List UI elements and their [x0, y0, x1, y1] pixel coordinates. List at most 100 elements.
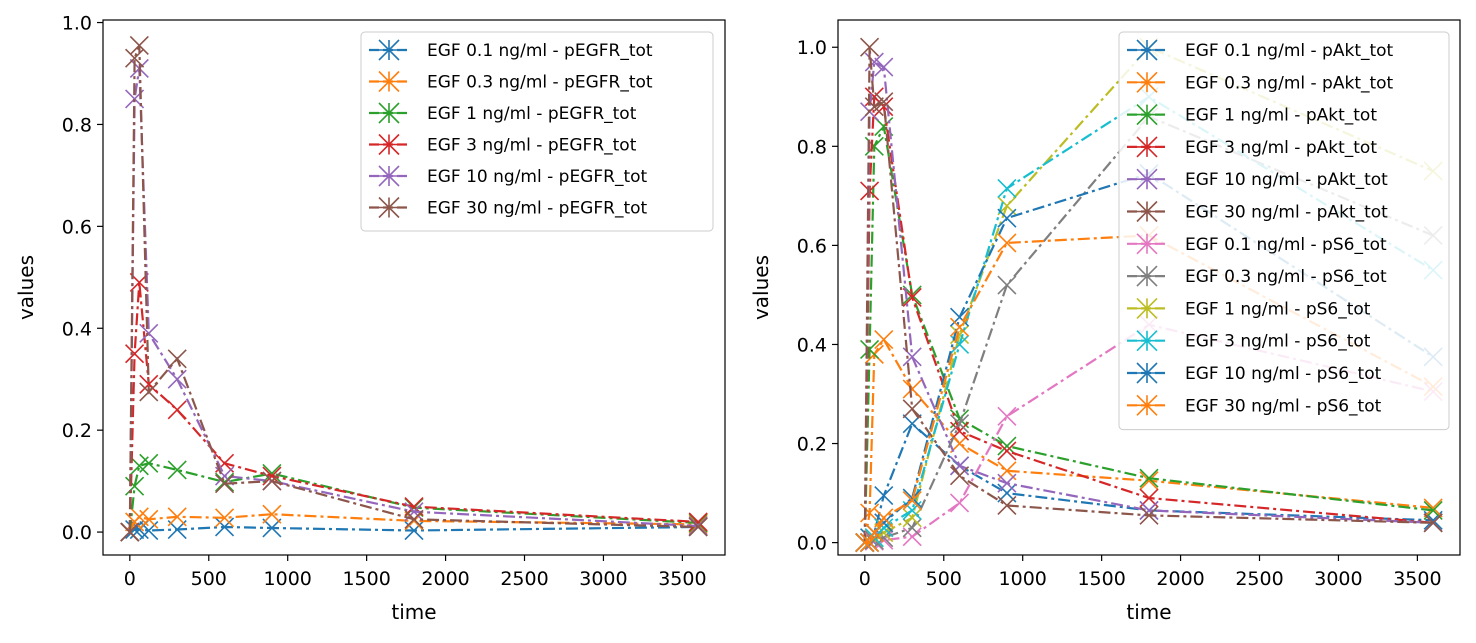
x-axis-label: time	[1126, 600, 1171, 624]
data-point	[874, 329, 894, 350]
data-point	[125, 344, 145, 364]
legend-swatch-marker	[378, 102, 400, 124]
data-point	[997, 406, 1017, 426]
data-point	[120, 522, 140, 542]
x-tick-label: 1000	[999, 568, 1047, 590]
data-point	[997, 473, 1017, 493]
y-tick-label: 0.2	[797, 434, 827, 456]
legend-entry: EGF 0.1 ng/ml - pEGFR_tot	[427, 41, 653, 61]
x-tick-label: 0	[124, 568, 136, 590]
y-tick-label: 0.6	[62, 216, 92, 238]
legend-swatch-marker	[1136, 297, 1158, 319]
x-tick-label: 500	[926, 568, 962, 590]
data-point	[214, 472, 235, 492]
legend-swatch-marker	[378, 70, 400, 93]
legend-box	[360, 31, 714, 232]
data-point	[262, 504, 282, 524]
data-point	[262, 518, 282, 538]
x-tick-label: 1500	[342, 568, 390, 590]
legend-entry: EGF 1 ng/ml - pS6_tot	[1185, 299, 1371, 319]
x-tick-label: 1500	[1077, 568, 1125, 590]
legend-entry: EGF 10 ng/ml - pEGFR_tot	[427, 167, 648, 187]
data-point	[139, 382, 159, 402]
data-point	[167, 369, 187, 389]
data-point	[167, 460, 187, 480]
y-tick-label: 0.0	[797, 533, 827, 555]
x-tick-label: 3500	[1393, 568, 1441, 590]
data-point	[139, 374, 159, 394]
x-tick-label: 2000	[421, 568, 469, 590]
legend-swatch-marker	[378, 165, 400, 187]
y-tick-label: 0.4	[797, 334, 827, 356]
data-point	[949, 493, 970, 513]
plot-area	[120, 35, 708, 542]
data-point	[874, 485, 894, 506]
data-point	[1139, 468, 1159, 488]
data-point	[874, 92, 894, 112]
legend-entry: EGF 0.3 ng/ml - pS6_tot	[1185, 267, 1387, 287]
legend-entry: EGF 30 ng/ml - pEGFR_tot	[427, 199, 648, 219]
x-tick-label: 0	[859, 568, 871, 590]
data-point	[902, 490, 922, 511]
data-point	[129, 35, 149, 56]
legend-swatch-marker	[378, 133, 400, 156]
data-point	[864, 523, 884, 543]
data-point	[902, 527, 922, 547]
data-point	[688, 512, 708, 532]
data-point	[1139, 505, 1159, 525]
left-chart: 0 500 1000 1500 2000 2500 3000 3500 0.0 0.2 0.4 0.6…	[14, 13, 726, 624]
data-point	[1423, 498, 1443, 518]
legend-swatch-marker	[378, 196, 400, 219]
data-point	[214, 508, 235, 528]
data-point	[262, 471, 282, 491]
series-line-0-3	[128, 282, 699, 533]
x-axis-label: time	[391, 600, 436, 624]
data-point	[167, 349, 187, 369]
plot-frame	[102, 19, 726, 556]
x-tick-label: 1000	[264, 568, 312, 590]
data-point	[949, 307, 970, 327]
data-point	[1139, 471, 1159, 491]
x-tick-label: 3000	[579, 568, 627, 590]
data-point	[688, 517, 708, 537]
legend-entry: EGF 10 ng/ml - pAkt_tot	[1185, 170, 1388, 190]
legend-swatch-marker	[1136, 233, 1158, 255]
right-chart: 0 500 1000 1500 2000 2500 3000 3500 0.0 0.2 0.4 0.6…	[749, 19, 1461, 624]
legend-swatch-marker	[1136, 39, 1158, 61]
data-point	[864, 97, 884, 117]
legend-entry: EGF 3 ng/ml - pEGFR_tot	[427, 136, 637, 156]
data-point	[874, 57, 894, 77]
data-point	[949, 414, 970, 434]
x-tick-label: 500	[191, 568, 227, 590]
data-point	[139, 323, 159, 343]
data-point	[688, 514, 708, 534]
legend-swatch-marker	[1136, 168, 1158, 190]
x-tick-label: 2500	[500, 568, 548, 590]
data-point	[167, 400, 187, 420]
data-point	[997, 178, 1017, 198]
data-point	[997, 441, 1017, 461]
y-tick-label: 0.8	[62, 114, 92, 136]
y-tick-label: 1.0	[797, 37, 827, 59]
data-point	[860, 533, 880, 553]
data-point	[1423, 513, 1443, 533]
legend-swatch-marker	[1136, 71, 1158, 93]
x-tick-label: 2500	[1235, 568, 1283, 590]
data-point	[214, 517, 235, 537]
y-tick-label: 0.4	[62, 318, 92, 340]
plot-frame	[837, 19, 1461, 556]
legend-box	[1118, 31, 1450, 431]
data-point	[139, 509, 159, 529]
legend-swatch-marker	[1136, 104, 1158, 126]
legend-entry: EGF 3 ng/ml - pS6_tot	[1185, 332, 1371, 352]
data-point	[902, 399, 922, 419]
legend-entry: EGF 30 ng/ml - pAkt_tot	[1185, 203, 1388, 223]
legend-entry: EGF 1 ng/ml - pAkt_tot	[1185, 106, 1377, 126]
legend-swatch-marker	[1136, 330, 1158, 352]
legend-entry: EGF 0.3 ng/ml - pEGFR_tot	[427, 73, 653, 93]
data-point	[949, 466, 970, 486]
y-tick-label: 0.6	[797, 235, 827, 257]
y-tick-label: 0.8	[797, 136, 827, 158]
y-axis-label: values	[749, 255, 773, 320]
data-point	[125, 476, 145, 496]
